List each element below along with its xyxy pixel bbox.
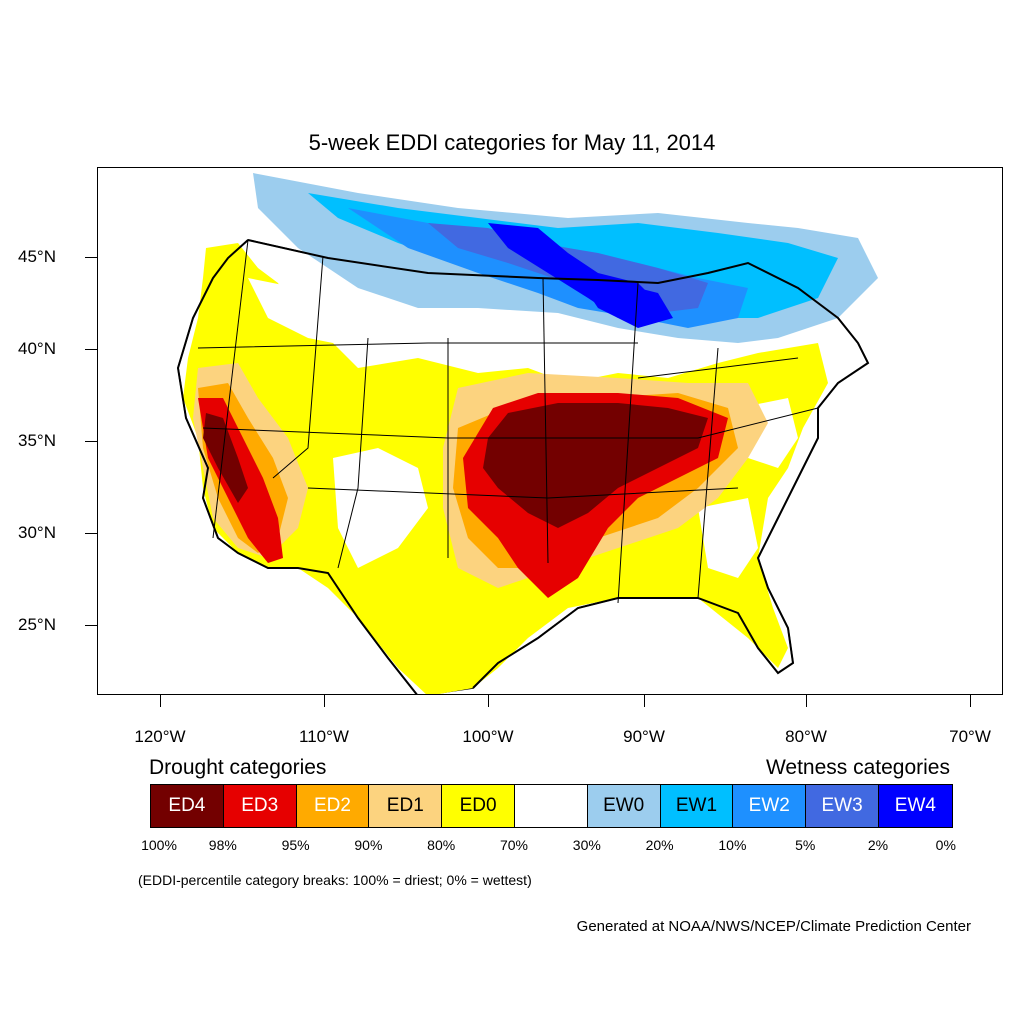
legend-swatch-ed0: ED0 — [442, 785, 515, 827]
lon-tick — [970, 695, 971, 707]
state-boundaries — [197, 239, 819, 604]
legend-swatch-ed4: ED4 — [151, 785, 224, 827]
lon-tick — [324, 695, 325, 707]
lon-tick — [488, 695, 489, 707]
lat-tick — [85, 349, 97, 350]
percentile-label: 70% — [499, 837, 529, 853]
legend-swatch-ew4: EW4 — [878, 785, 952, 827]
lon-tick — [644, 695, 645, 707]
lon-label: 90°W — [623, 727, 665, 746]
lon-label: 120°W — [134, 727, 186, 746]
credit-line: Generated at NOAA/NWS/NCEP/Climate Predi… — [576, 918, 971, 935]
lat-label: 35°N — [18, 431, 56, 450]
lon-label: 100°W — [462, 727, 514, 746]
legend-swatch-ed2: ED2 — [296, 785, 370, 827]
percentile-label: 20% — [645, 837, 674, 853]
percentile-label: 10% — [718, 837, 747, 853]
lon-tick — [160, 695, 161, 707]
category-legend: ED4 ED3 ED2 ED1 ED0 EW0 EW1 EW2 EW3 EW4 — [150, 784, 953, 828]
lat-label: 40°N — [18, 339, 56, 358]
lat-tick — [85, 625, 97, 626]
legend-swatch-ew0: EW0 — [587, 785, 661, 827]
category-note: (EDDI-percentile category breaks: 100% =… — [138, 872, 532, 888]
wet-ew4-region-lakes — [578, 278, 673, 328]
legend-swatch-ew3: EW3 — [806, 785, 879, 827]
lon-tick — [806, 695, 807, 707]
eddi-map — [97, 167, 1003, 695]
normal-region-nw — [248, 278, 398, 348]
lat-label: 25°N — [18, 615, 56, 634]
legend-swatch-ew2: EW2 — [733, 785, 807, 827]
normal-region-se — [698, 498, 758, 578]
percentile-label: 90% — [354, 837, 383, 853]
percentile-label: 80% — [427, 837, 456, 853]
percentile-label: 30% — [572, 837, 601, 853]
map-canvas — [176, 173, 878, 694]
lat-label: 30°N — [18, 523, 56, 542]
legend-swatch-ed3: ED3 — [223, 785, 297, 827]
lat-tick — [85, 257, 97, 258]
percentile-label: 0% — [935, 837, 956, 853]
percentile-label: 98% — [208, 837, 237, 853]
legend-swatch-normal — [514, 785, 588, 827]
percentile-label: 5% — [795, 837, 816, 853]
percentile-label: 100% — [141, 837, 177, 853]
drought-categories-heading: Drought categories — [149, 756, 327, 779]
wetness-categories-heading: Wetness categories — [765, 756, 950, 779]
map-title: 5-week EDDI categories for May 11, 2014 — [308, 130, 716, 155]
lat-tick — [85, 533, 97, 534]
legend-swatch-ew1: EW1 — [660, 785, 734, 827]
drought-ed4-region-west — [203, 413, 248, 503]
lon-label: 110°W — [299, 727, 349, 746]
lon-label: 80°W — [785, 727, 827, 746]
percentile-label: 95% — [281, 837, 310, 853]
lat-tick — [85, 441, 97, 442]
normal-region-sw — [333, 448, 428, 568]
percentile-label: 2% — [867, 837, 889, 853]
coastline — [176, 239, 870, 694]
drought-ed4-region — [483, 403, 708, 528]
lon-label: 70°W — [949, 727, 991, 746]
legend-swatch-ed1: ED1 — [369, 785, 443, 827]
lat-label: 45°N — [18, 247, 56, 266]
